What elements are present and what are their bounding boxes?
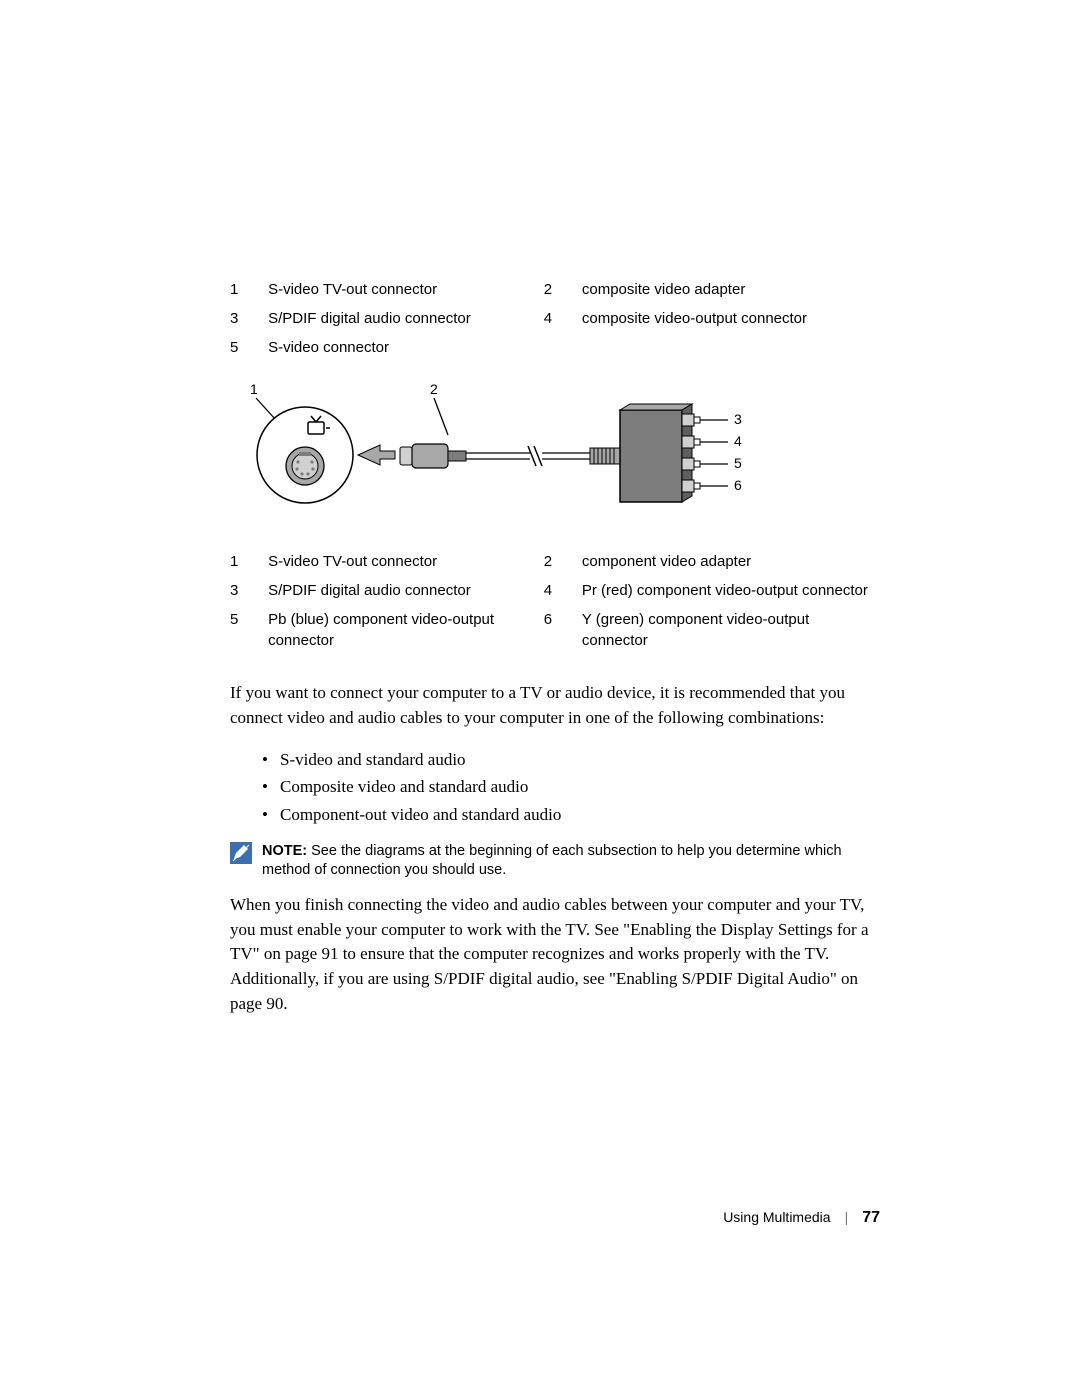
legend-num: 2	[544, 547, 582, 576]
legend-num: 2	[544, 275, 582, 304]
connector-diagram: 1 2	[230, 380, 880, 535]
legend-label: S/PDIF digital audio connector	[268, 304, 544, 333]
legend-label: S/PDIF digital audio connector	[268, 576, 544, 605]
note-block: NOTE: See the diagrams at the beginning …	[230, 842, 880, 881]
legend-num: 6	[544, 605, 582, 655]
closing-paragraph: When you finish connecting the video and…	[230, 893, 880, 1016]
legend-label: S-video TV-out connector	[268, 275, 544, 304]
legend-num: 5	[230, 605, 268, 655]
cable-plug-icon	[400, 444, 466, 468]
callout-6: 6	[734, 477, 742, 493]
footer-section: Using Multimedia	[723, 1209, 830, 1225]
note-body: See the diagrams at the beginning of eac…	[262, 843, 842, 879]
legend-label: S-video TV-out connector	[268, 547, 544, 576]
legend-label: composite video adapter	[582, 275, 880, 304]
page-footer: Using Multimedia | 77	[723, 1209, 880, 1227]
legend-bottom: 1 S-video TV-out connector 2 component v…	[230, 547, 880, 655]
callout-1: 1	[250, 381, 258, 397]
callout-2: 2	[430, 381, 438, 397]
legend-num: 1	[230, 275, 268, 304]
callout-3: 3	[734, 411, 742, 427]
arrow-icon	[358, 445, 395, 465]
list-item: S-video and standard audio	[262, 746, 880, 773]
footer-page-number: 77	[862, 1209, 880, 1227]
intro-paragraph: If you want to connect your computer to …	[230, 681, 880, 730]
legend-row: 5 S-video connector	[230, 333, 880, 362]
legend-label: Y (green) component video-output connect…	[582, 605, 880, 655]
legend-row: 5 Pb (blue) component video-output conne…	[230, 605, 880, 655]
note-label: NOTE:	[262, 843, 307, 859]
legend-label: composite video-output connector	[582, 304, 880, 333]
cable-icon	[466, 446, 620, 466]
legend-num: 1	[230, 547, 268, 576]
legend-num: 4	[544, 304, 582, 333]
legend-top: 1 S-video TV-out connector 2 composite v…	[230, 275, 880, 362]
legend-label: Pr (red) component video-output connecto…	[582, 576, 880, 605]
note-pencil-icon	[230, 842, 252, 864]
list-item: Component-out video and standard audio	[262, 801, 880, 828]
legend-num: 3	[230, 576, 268, 605]
legend-num: 3	[230, 304, 268, 333]
legend-num: 4	[544, 576, 582, 605]
callout-5: 5	[734, 455, 742, 471]
legend-row: 3 S/PDIF digital audio connector 4 compo…	[230, 304, 880, 333]
callout-4: 4	[734, 433, 742, 449]
legend-label	[582, 333, 880, 362]
legend-row: 3 S/PDIF digital audio connector 4 Pr (r…	[230, 576, 880, 605]
document-page: 1 S-video TV-out connector 2 composite v…	[0, 0, 1080, 1397]
connector-diagram-svg: 1 2	[230, 380, 750, 530]
adapter-box-icon	[620, 404, 692, 502]
legend-label: component video adapter	[582, 547, 880, 576]
legend-num	[544, 333, 582, 362]
legend-num: 5	[230, 333, 268, 362]
list-item: Composite video and standard audio	[262, 773, 880, 800]
svideo-port-icon	[286, 447, 324, 485]
legend-label: Pb (blue) component video-output connect…	[268, 605, 544, 655]
note-text: NOTE: See the diagrams at the beginning …	[262, 842, 880, 881]
combination-list: S-video and standard audio Composite vid…	[262, 746, 880, 828]
footer-separator: |	[845, 1209, 849, 1225]
legend-row: 1 S-video TV-out connector 2 component v…	[230, 547, 880, 576]
legend-row: 1 S-video TV-out connector 2 composite v…	[230, 275, 880, 304]
legend-label: S-video connector	[268, 333, 544, 362]
top-margin-spacer	[230, 60, 880, 275]
